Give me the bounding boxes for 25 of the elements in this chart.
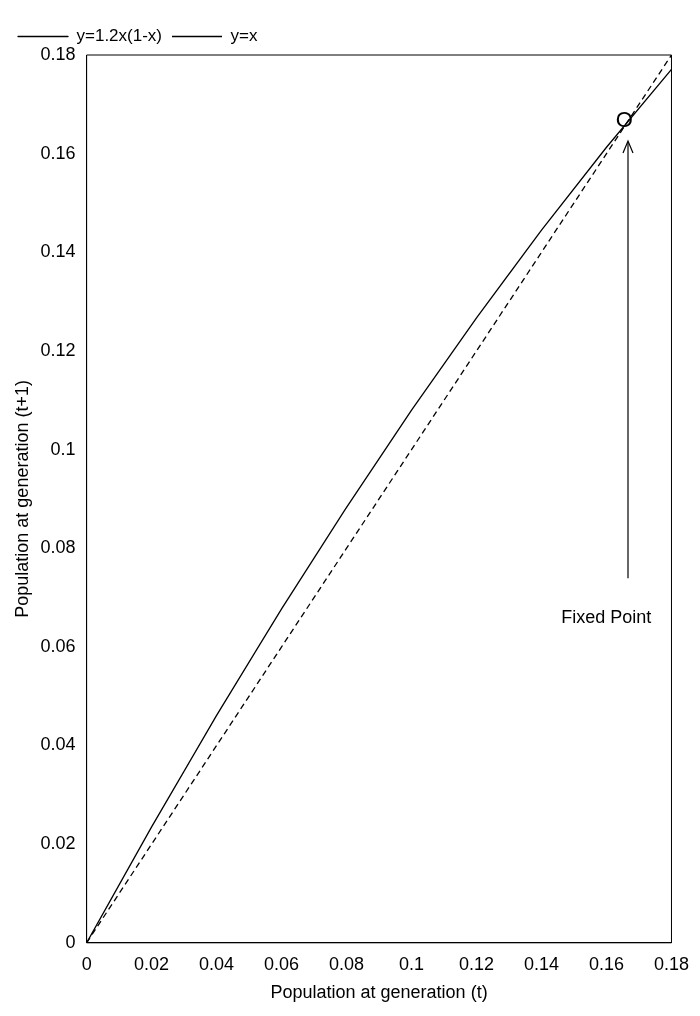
legend-label: y=1.2x(1-x) — [76, 26, 162, 46]
x-tick-label: 0.18 — [653, 953, 690, 974]
x-tick-label: 0.06 — [264, 953, 300, 974]
y-tick-label: 0.1 — [50, 438, 76, 459]
y-tick-label: 0.14 — [40, 241, 76, 262]
x-tick-label: 0 — [81, 953, 92, 974]
y-tick-label: 0.18 — [40, 43, 76, 64]
y-tick-label: 0 — [65, 931, 76, 952]
y-tick-label: 0.02 — [40, 833, 76, 854]
x-tick-label: 0.16 — [588, 953, 625, 974]
y-tick-label: 0.06 — [40, 635, 76, 656]
x-tick-label: 0.04 — [199, 953, 235, 974]
y-axis-title: Population at generation (t+1) — [11, 380, 32, 618]
y-tick-label: 0.12 — [40, 339, 76, 360]
annotation: Fixed Point — [561, 606, 652, 627]
y-tick-label: 0.08 — [40, 537, 76, 558]
x-axis-title: Population at generation (t) — [270, 982, 488, 1003]
x-tick-label: 0.12 — [459, 953, 495, 974]
x-tick-label: 0.02 — [134, 953, 170, 974]
y-tick-label: 0.16 — [40, 142, 76, 163]
x-tick-label: 0.14 — [523, 953, 560, 974]
y-tick-label: 0.04 — [40, 734, 76, 755]
x-tick-label: 0.08 — [329, 953, 365, 974]
legend-label: y=x — [230, 26, 258, 46]
x-tick-label: 0.1 — [399, 953, 425, 974]
